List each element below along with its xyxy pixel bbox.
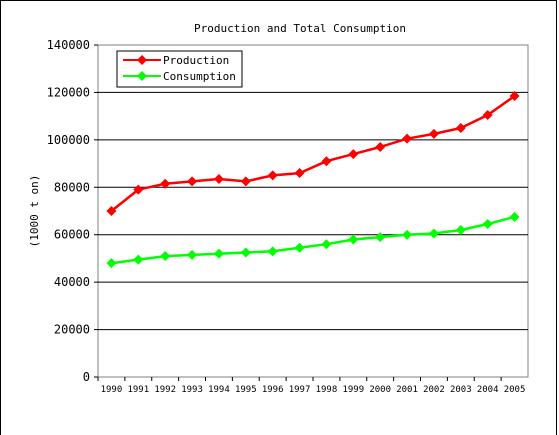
data-point-consumption: [133, 254, 144, 265]
data-point-production: [160, 178, 171, 189]
data-point-production: [375, 141, 386, 152]
gridlines: [94, 44, 528, 378]
y-tick-label: 20000: [54, 323, 90, 337]
data-point-consumption: [402, 229, 413, 240]
x-tick-label: 2001: [396, 385, 418, 395]
legend-marker-consumption: [137, 71, 147, 81]
x-tick-label: 1996: [262, 385, 284, 395]
x-tick-label: 1998: [316, 385, 338, 395]
x-tick-label: 2003: [450, 385, 472, 395]
data-point-production: [509, 90, 520, 101]
data-point-production: [133, 184, 144, 195]
data-point-production: [267, 170, 278, 181]
data-point-production: [455, 123, 466, 133]
data-point-production: [187, 176, 198, 187]
x-tick-label: 1992: [154, 385, 176, 395]
legend-label-production: Production: [163, 54, 229, 67]
series-group: [106, 90, 520, 269]
chart-title: Production and Total Consumption: [194, 22, 406, 35]
y-tick-label: 80000: [54, 180, 90, 194]
data-point-consumption: [240, 247, 251, 258]
x-tick-label: 2004: [477, 385, 499, 395]
data-point-consumption: [482, 219, 493, 230]
data-point-production: [106, 206, 117, 216]
legend-box: [116, 50, 243, 88]
y-tick-label: 40000: [54, 275, 90, 289]
y-tick-labels: 0 20000 40000 60000 80000 100000 120000 140000: [47, 38, 90, 384]
x-tick-labels: 1990 1991 1992 1993 1994 1995 1996 1997 1998 1999…: [97, 377, 526, 395]
data-point-consumption: [213, 248, 224, 259]
y-tick-label: 0: [83, 370, 90, 384]
data-point-consumption: [160, 251, 171, 262]
x-tick-label: 1991: [127, 385, 149, 395]
data-point-consumption: [455, 224, 466, 235]
x-tick-label: 1997: [289, 385, 311, 395]
data-point-consumption: [428, 228, 439, 239]
data-point-consumption: [509, 211, 520, 222]
data-point-production: [402, 133, 413, 144]
data-point-production: [213, 173, 224, 184]
series-line-consumption: [111, 215, 515, 265]
data-point-production: [240, 176, 251, 187]
x-tick-label: 1993: [181, 385, 203, 395]
series-line-production: [110, 94, 516, 212]
plot-area: [97, 44, 529, 378]
x-tick-label: 1994: [208, 385, 230, 395]
y-axis-label: (1000 t on): [28, 175, 41, 248]
y-tick-label: 140000: [47, 38, 90, 52]
data-point-consumption: [106, 258, 117, 269]
data-point-consumption: [187, 249, 198, 260]
data-point-consumption: [348, 234, 359, 245]
data-point-production: [428, 128, 439, 139]
y-tick-label: 60000: [54, 228, 90, 242]
data-point-production: [348, 149, 359, 160]
data-point-consumption: [294, 242, 305, 253]
y-tick-label: 120000: [47, 85, 90, 99]
data-point-production: [294, 168, 305, 179]
legend-marker-production: [137, 55, 147, 65]
x-tick-label: 2002: [423, 385, 445, 395]
legend-label-consumption: Consumption: [163, 70, 236, 83]
x-tick-label: 2000: [369, 385, 391, 395]
x-tick-label: 1990: [101, 385, 123, 395]
data-point-production: [321, 156, 332, 167]
data-point-consumption: [375, 232, 386, 243]
data-point-consumption: [321, 239, 332, 250]
y-tick-label: 100000: [47, 133, 90, 147]
data-point-production: [482, 109, 493, 120]
legend: Production Consumption: [116, 50, 243, 88]
x-tick-label: 2005: [504, 385, 526, 395]
x-tick-label: 1995: [235, 385, 257, 395]
data-point-consumption: [267, 246, 278, 257]
x-tick-label: 1999: [342, 385, 364, 395]
